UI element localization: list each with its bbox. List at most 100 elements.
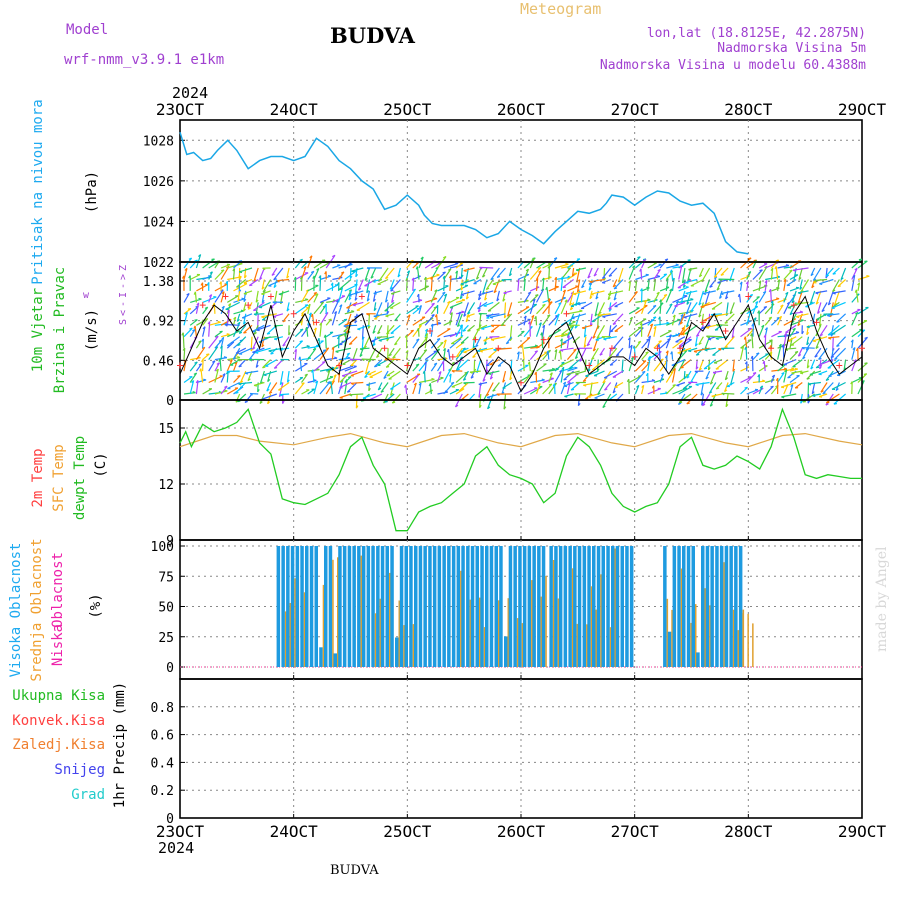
wind-arrow xyxy=(430,338,441,349)
wind-gust-marker xyxy=(518,379,524,386)
wind-arrow xyxy=(226,371,229,383)
wind-arrow-head xyxy=(649,323,653,327)
wind-arrow-head xyxy=(442,275,446,279)
wind-arrow-head xyxy=(603,338,607,341)
wind-arrow-head xyxy=(374,365,378,368)
wind-arrow xyxy=(447,349,451,360)
wind-arrow-head xyxy=(570,388,575,391)
wind-gust-marker xyxy=(313,319,320,326)
wind-arrow-head xyxy=(391,293,395,295)
wind-arrow xyxy=(568,359,581,370)
wind-arrow-head xyxy=(243,321,247,325)
wind-arrow-head xyxy=(320,340,324,342)
wind-arrow-head xyxy=(431,377,435,380)
wind-arrow xyxy=(437,291,446,303)
cloud-mid-bar xyxy=(571,568,574,667)
cloud-high-bar xyxy=(724,546,729,667)
wind-arrow xyxy=(554,313,560,326)
wind-arrow-head xyxy=(806,365,810,369)
wind-arrow xyxy=(827,290,834,306)
wind-arrow xyxy=(294,304,309,315)
wind-arrow xyxy=(801,347,815,349)
wind-arrow-head xyxy=(463,313,467,317)
wind-arrow-head xyxy=(262,366,266,369)
wind-arrow-head xyxy=(577,402,581,407)
wind-arrow xyxy=(529,298,536,314)
wind-arrow xyxy=(647,262,657,269)
wind-arrow-head xyxy=(485,315,490,318)
wind-arrow-head xyxy=(602,380,606,384)
wind-arrow-head xyxy=(458,276,463,279)
wind-arrow-head xyxy=(682,332,686,336)
cloud-high-bar xyxy=(480,546,484,667)
wind-arrow xyxy=(746,389,759,395)
wind-arrow-head xyxy=(300,313,304,317)
wind-arrow-head xyxy=(570,307,574,311)
wind-arrow-head xyxy=(184,311,188,315)
wind-arrow xyxy=(713,267,723,278)
wind-arrow-head xyxy=(253,313,257,316)
wind-arrow-head xyxy=(775,377,779,381)
wind-arrow xyxy=(559,350,562,360)
wind-arrow xyxy=(665,355,668,372)
wind-arrow xyxy=(857,380,865,395)
wind-arrow xyxy=(659,273,668,280)
wind-arrow-head xyxy=(349,275,353,280)
wind-arrow-head xyxy=(568,367,572,370)
wind-arrow-head xyxy=(238,383,242,386)
wind-arrow-head xyxy=(244,275,247,279)
wind-arrow-head xyxy=(313,327,317,331)
wind-arrow xyxy=(238,324,247,334)
wind-arrow xyxy=(301,323,311,338)
wind-arrow xyxy=(213,302,216,314)
wind-arrow-head xyxy=(821,309,825,313)
wind-arrow xyxy=(583,336,587,348)
wind-arrow xyxy=(831,324,846,335)
wind-arrow-head xyxy=(721,392,725,396)
wind-arrow xyxy=(189,372,198,383)
wind-arrow xyxy=(581,324,593,329)
wind-arrow-head xyxy=(486,364,490,367)
wind-arrow-head xyxy=(209,271,213,274)
wind-arrow xyxy=(190,357,201,361)
wind-arrow-head xyxy=(613,287,618,290)
wind-arrow xyxy=(560,347,574,351)
wind-arrow-head xyxy=(537,266,541,270)
wind-arrow xyxy=(508,267,513,276)
wind-arrow xyxy=(496,267,506,278)
wind-arrow xyxy=(542,301,553,315)
wind-arrow-head xyxy=(672,314,676,318)
wind-arrow xyxy=(319,275,322,291)
wind-arrow xyxy=(301,357,311,361)
wind-arrow-head xyxy=(366,384,370,387)
wind-arrow-head xyxy=(236,356,241,359)
cloud-mid-bar xyxy=(303,592,306,667)
wind-arrow xyxy=(455,299,466,303)
wind-arrow-head xyxy=(490,339,495,342)
wind-arrow-head xyxy=(497,365,502,367)
wind-arrow xyxy=(226,295,239,303)
wind-arrow xyxy=(597,382,606,395)
sfc-temp-line xyxy=(179,432,863,448)
wind-arrow-head xyxy=(266,332,271,335)
wind-arrow-head xyxy=(329,381,332,385)
cloud-mid-bar xyxy=(590,586,593,667)
wind-arrow xyxy=(659,373,664,383)
wind-arrow-head xyxy=(587,275,591,279)
wind-arrow xyxy=(789,337,793,349)
wind-arrow xyxy=(819,278,834,285)
x-tick-top-26OCT: 26OCT xyxy=(497,100,546,119)
cloud-high-bar xyxy=(558,546,563,667)
wind-gust-marker xyxy=(836,362,843,369)
wind-gust-marker xyxy=(336,362,343,369)
wind-arrow-head xyxy=(720,293,724,296)
cloud-high-bar xyxy=(663,546,667,667)
wind-arrow xyxy=(575,370,587,375)
wind-arrow xyxy=(777,343,782,360)
wind-arrow xyxy=(554,349,558,360)
wind-arrow xyxy=(836,313,847,323)
wind-arrow-head xyxy=(698,342,702,346)
wind-arrow-head xyxy=(587,396,591,398)
wind-arrow-head xyxy=(850,381,853,385)
wind-arrow-head xyxy=(306,345,310,348)
